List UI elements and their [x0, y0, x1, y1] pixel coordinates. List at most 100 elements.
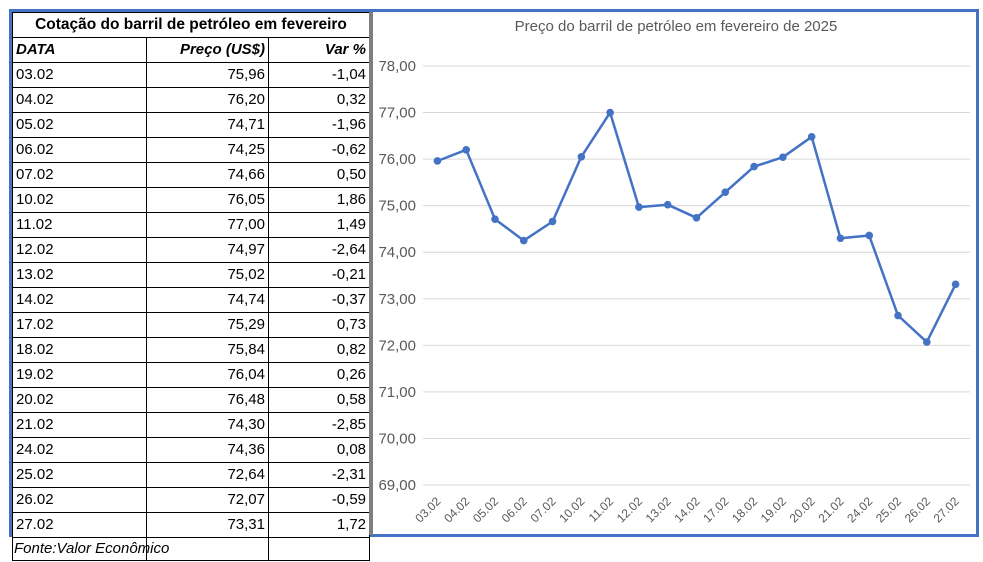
empty-cell [267, 537, 371, 561]
data-point [462, 146, 470, 154]
x-tick-label: 13.02 [643, 494, 674, 525]
x-tick-label: 21.02 [815, 494, 846, 525]
x-tick-label: 04.02 [441, 494, 472, 525]
x-tick-label: 18.02 [729, 494, 760, 525]
row-change: 0,26 [267, 362, 371, 388]
x-tick-label: 03.02 [412, 494, 443, 525]
table-row: 21.02 74,30 -2,85 [12, 412, 371, 438]
empty-row [12, 537, 371, 561]
table-row: 11.02 77,00 1,49 [12, 212, 371, 238]
data-point [894, 311, 902, 320]
y-axis-ticks: 69,00 70,00 71,00 72,00 73,00 74,00 75,00 76,00… [378, 58, 416, 494]
data-point [721, 188, 730, 196]
y-tick-label: 73,00 [378, 291, 416, 308]
row-change: 1,49 [267, 212, 371, 238]
y-tick-label: 70,00 [378, 430, 416, 447]
row-date: 10.02 [12, 187, 147, 213]
row-price: 77,00 [146, 212, 269, 238]
row-date: 25.02 [12, 462, 147, 488]
x-tick-label: 11.02 [586, 494, 617, 525]
row-price: 75,02 [146, 262, 269, 288]
x-tick-label: 06.02 [499, 494, 530, 525]
row-change: -0,59 [267, 487, 371, 513]
table-row: 26.02 72,07 -0,59 [12, 487, 371, 513]
row-price: 74,74 [146, 287, 269, 313]
empty-cell [12, 537, 147, 561]
column-divider [369, 12, 373, 535]
y-tick-label: 75,00 [378, 198, 416, 215]
y-tick-label: 78,00 [378, 58, 416, 75]
row-change: 1,72 [267, 512, 371, 538]
table-row: 10.02 76,05 1,86 [12, 187, 371, 213]
price-table: Cotação do barril de petróleo em feverei… [11, 12, 371, 561]
row-price: 72,07 [146, 487, 269, 513]
y-tick-label: 69,00 [378, 477, 416, 494]
row-change: -1,96 [267, 112, 371, 138]
x-tick-label: 14.02 [671, 494, 702, 525]
data-point [519, 236, 528, 245]
row-change: 0,73 [267, 312, 371, 338]
row-date: 18.02 [12, 337, 147, 363]
row-change: 0,50 [267, 162, 371, 188]
row-price: 76,04 [146, 362, 269, 388]
row-date: 12.02 [12, 237, 147, 263]
table-row: 13.02 75,02 -0,21 [12, 262, 371, 288]
x-tick-label: 12.02 [614, 494, 645, 525]
x-tick-label: 20.02 [787, 494, 818, 525]
data-point [548, 217, 557, 226]
series-line [436, 111, 957, 344]
row-price: 74,66 [146, 162, 269, 188]
table-row: 24.02 74,36 0,08 [12, 437, 371, 463]
row-date: 03.02 [12, 62, 147, 88]
x-tick-label: 26.02 [902, 494, 933, 525]
row-price: 75,29 [146, 312, 269, 338]
data-point [635, 203, 643, 211]
table-title-row: Cotação do barril de petróleo em feverei… [11, 12, 371, 38]
row-change: 0,08 [267, 437, 371, 463]
table-row: 25.02 72,64 -2,31 [12, 462, 371, 488]
data-point [433, 157, 442, 165]
row-price: 74,25 [146, 137, 269, 163]
row-date: 24.02 [12, 437, 147, 463]
row-date: 27.02 [12, 512, 147, 538]
row-change: -1,04 [267, 62, 371, 88]
x-tick-label: 25.02 [873, 494, 904, 525]
row-price: 74,30 [146, 412, 269, 438]
row-date: 11.02 [12, 212, 147, 238]
gridlines [423, 65, 970, 486]
y-tick-label: 77,00 [378, 105, 416, 122]
row-date: 04.02 [12, 87, 147, 113]
row-date: 17.02 [12, 312, 147, 338]
row-price: 76,20 [146, 87, 269, 113]
table-row: 18.02 75,84 0,82 [12, 337, 371, 363]
chart-title: Preço do barril de petróleo em fevereiro… [515, 18, 838, 35]
table-row: 19.02 76,04 0,26 [12, 362, 371, 388]
x-axis-ticks: 03.0204.0205.0206.0207.0210.0211.0212.02… [412, 494, 962, 525]
row-date: 06.02 [12, 137, 147, 163]
table-header-row: DATA Preço (US$) Var % [12, 37, 371, 63]
table-row: 14.02 74,74 -0,37 [12, 287, 371, 313]
data-point [692, 213, 701, 222]
row-change: -0,62 [267, 137, 371, 163]
row-date: 19.02 [12, 362, 147, 388]
row-date: 13.02 [12, 262, 147, 288]
table-row: 04.02 76,20 0,32 [12, 87, 371, 113]
table-row: 17.02 75,29 0,73 [12, 312, 371, 338]
row-date: 07.02 [12, 162, 147, 188]
row-change: -2,31 [267, 462, 371, 488]
x-tick-label: 07.02 [528, 494, 559, 525]
table-row: 06.02 74,25 -0,62 [12, 137, 371, 163]
row-change: 1,86 [267, 187, 371, 213]
header-change: Var % [267, 37, 371, 63]
table-row: 20.02 76,48 0,58 [12, 387, 371, 413]
x-tick-label: 27.02 [931, 494, 962, 525]
row-price: 76,48 [146, 387, 269, 413]
x-tick-label: 17.02 [700, 494, 731, 525]
row-price: 75,96 [146, 62, 269, 88]
data-point [663, 200, 672, 209]
table-row: 03.02 75,96 -1,04 [12, 62, 371, 88]
table-row: 27.02 73,31 1,72 [12, 512, 371, 538]
row-change: -2,85 [267, 412, 371, 438]
header-price: Preço (US$) [146, 37, 269, 63]
row-price: 74,36 [146, 437, 269, 463]
